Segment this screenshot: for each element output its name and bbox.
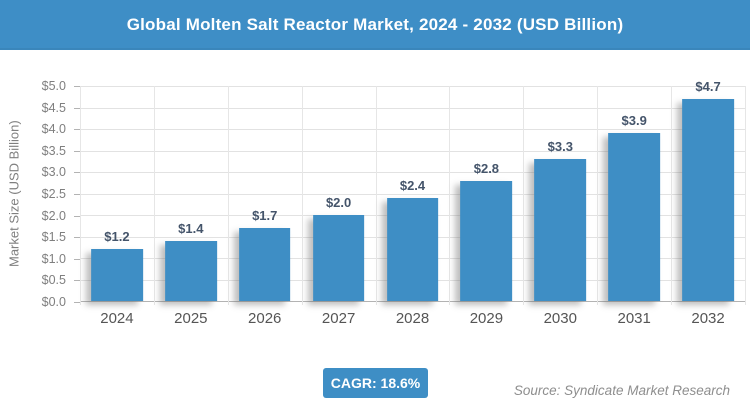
y-tick-label: $4.5 bbox=[41, 100, 66, 115]
y-tick-label: $2.0 bbox=[41, 208, 66, 223]
x-tick-label: 2024 bbox=[100, 310, 134, 327]
y-tick-label: $0.0 bbox=[41, 295, 66, 309]
y-tick-label: $4.0 bbox=[41, 122, 66, 137]
source-text: Source: Syndicate Market Research bbox=[513, 383, 730, 398]
y-tick bbox=[74, 302, 80, 303]
bar bbox=[534, 159, 587, 301]
bar-value-label: $1.7 bbox=[252, 207, 278, 223]
y-tick bbox=[74, 107, 80, 109]
bar-group: $1.7 bbox=[228, 86, 302, 301]
bar-value-label: $1.4 bbox=[178, 220, 204, 236]
x-tick-label: 2025 bbox=[174, 310, 208, 327]
bars: $1.2 $1.4 $1.7 $2.0 $2.4 $2.8 $3.3 $3.9 $4.7 bbox=[80, 79, 745, 301]
y-tick bbox=[74, 129, 80, 131]
h-gridline bbox=[80, 86, 745, 87]
bar bbox=[164, 240, 217, 301]
y-axis: $5.0 $4.5 $4.0 $3.5 $3.0 $2.5 $2.0 $1.5 $1.0 $0.5… bbox=[0, 79, 80, 309]
bar-chart: Market Size (USD Billion) $5.0 $4.5 $4.0 $3… bbox=[0, 50, 750, 340]
h-gridline bbox=[80, 129, 745, 130]
h-gridline bbox=[80, 107, 745, 109]
y-tick-label: $5.0 bbox=[41, 79, 66, 93]
bar bbox=[312, 215, 365, 301]
bar bbox=[238, 227, 291, 301]
bar-group: $2.0 bbox=[302, 86, 376, 301]
v-gridline bbox=[745, 86, 746, 305]
bar bbox=[682, 98, 734, 301]
bar-value-label: $2.8 bbox=[473, 160, 500, 176]
h-gridline bbox=[80, 193, 745, 195]
y-tick bbox=[74, 258, 80, 260]
y-tick-label: $0.5 bbox=[41, 273, 66, 288]
bar-value-label: $4.7 bbox=[695, 78, 721, 94]
v-gridline bbox=[80, 86, 81, 305]
cagr-badge: CAGR: 18.6% bbox=[323, 368, 428, 398]
y-tick bbox=[74, 237, 80, 239]
bar-value-label: $2.0 bbox=[325, 195, 352, 210]
y-tick bbox=[74, 150, 80, 152]
bar-value-label: $2.4 bbox=[399, 177, 426, 193]
x-tick-label: 2028 bbox=[395, 310, 430, 327]
bar-group: $1.4 bbox=[154, 86, 228, 301]
bar-group: $3.9 bbox=[597, 86, 671, 301]
h-gridline bbox=[80, 172, 745, 173]
y-tick bbox=[74, 86, 80, 87]
plot-area: $1.2 $1.4 $1.7 $2.0 $2.4 $2.8 $3.3 $3.9 $4.7 bbox=[80, 79, 746, 305]
chart-title: Global Molten Salt Reactor Market, 2024 … bbox=[126, 15, 624, 34]
bar bbox=[460, 180, 513, 301]
v-gridline bbox=[153, 86, 155, 305]
y-tick-label: $3.5 bbox=[41, 143, 66, 158]
y-tick bbox=[74, 280, 80, 282]
y-tick bbox=[74, 215, 80, 217]
x-tick-label: 2032 bbox=[691, 310, 725, 327]
y-tick-label: $2.5 bbox=[41, 187, 66, 201]
v-gridline bbox=[671, 86, 673, 305]
bar bbox=[91, 249, 143, 301]
bar-group: $3.3 bbox=[523, 86, 597, 301]
bar-value-label: $3.3 bbox=[547, 139, 573, 155]
x-tick-label: 2026 bbox=[248, 310, 282, 327]
bar-group: $4.7 bbox=[671, 79, 745, 301]
y-tick-label: $1.5 bbox=[41, 230, 66, 245]
bar bbox=[608, 133, 661, 301]
v-gridline bbox=[227, 86, 229, 305]
x-tick-label: 2030 bbox=[543, 310, 577, 327]
chart-title-bar: Global Molten Salt Reactor Market, 2024 … bbox=[0, 0, 750, 50]
y-tick-label: $1.0 bbox=[41, 251, 66, 266]
x-tick-label: 2027 bbox=[321, 310, 356, 327]
v-gridline bbox=[523, 86, 525, 305]
y-tick bbox=[74, 194, 80, 195]
h-gridline bbox=[80, 150, 745, 152]
x-axis: 2024 2025 2026 2027 2028 2029 2030 2031 2032 bbox=[80, 310, 745, 332]
bar-group: $2.4 bbox=[376, 86, 450, 301]
bar-value-label: $3.9 bbox=[621, 113, 647, 129]
bar-group: $2.8 bbox=[449, 86, 523, 301]
v-gridline bbox=[375, 86, 377, 305]
bar-group: $1.2 bbox=[80, 86, 154, 301]
v-gridline bbox=[301, 86, 303, 305]
y-tick-label: $3.0 bbox=[41, 165, 66, 180]
v-gridline bbox=[597, 86, 599, 305]
y-tick bbox=[74, 172, 80, 174]
x-tick-label: 2029 bbox=[469, 310, 504, 327]
bar bbox=[386, 197, 439, 301]
bar-value-label: $1.2 bbox=[104, 229, 130, 245]
x-tick-label: 2031 bbox=[617, 310, 651, 327]
v-gridline bbox=[449, 86, 451, 305]
